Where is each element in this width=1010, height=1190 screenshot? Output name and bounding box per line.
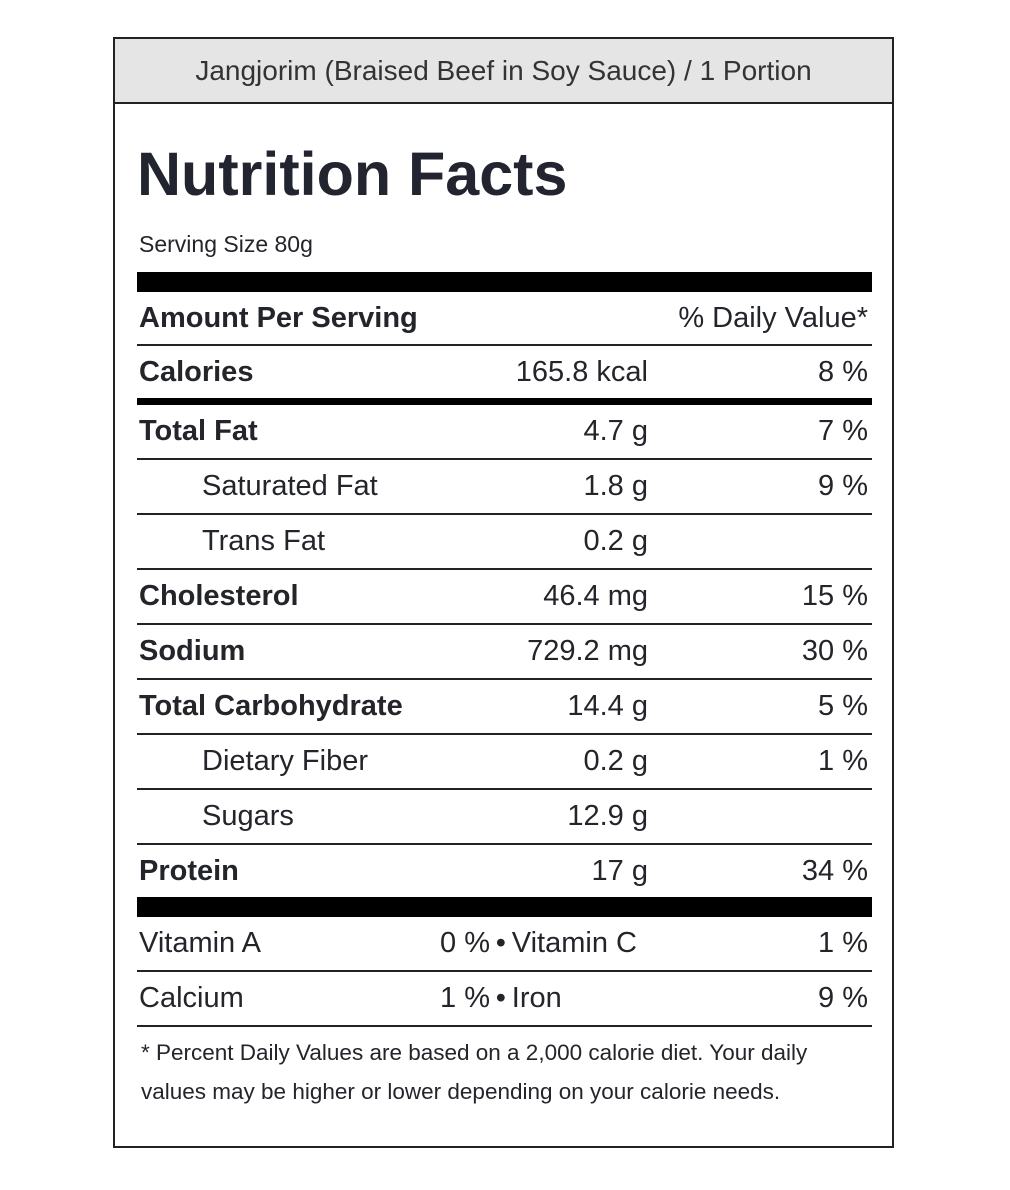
nutrient-row: Total Carbohydrate 14.4 g 5 % <box>137 680 872 735</box>
footnote: * Percent Daily Values are based on a 2,… <box>141 1040 808 1104</box>
nutrient-amount: 729.2 mg <box>527 635 648 667</box>
nutrient-amount: 46.4 mg <box>543 580 648 612</box>
vitamin-value: 9 % <box>818 982 868 1014</box>
nutrient-rows: Calories 165.8 kcal 8 % Total Fat 4.7 g 7 % Sa… <box>137 346 872 917</box>
nutrient-dv: 1 % <box>818 745 868 777</box>
amount-header: Amount Per Serving <box>139 302 418 334</box>
vitamin-value: 1 % <box>440 982 490 1014</box>
nutrient-row: Calories 165.8 kcal 8 % <box>137 346 872 398</box>
nutrient-row: Sodium 729.2 mg 30 % <box>137 625 872 680</box>
nutrient-amount: 0.2 g <box>583 525 649 557</box>
nutrient-dv: 30 % <box>801 635 868 667</box>
vitamin-value: 0 % <box>440 927 490 959</box>
nutrient-row: Dietary Fiber 0.2 g 1 % <box>137 735 872 790</box>
nutrient-dv: 9 % <box>818 470 868 502</box>
nutrient-amount: 17 g <box>591 855 648 887</box>
nutrient-amount: 4.7 g <box>583 415 649 447</box>
vitamin-name: Calcium <box>139 982 244 1014</box>
nutrient-amount: 1.8 g <box>583 470 649 502</box>
vitamin-name: Iron <box>490 972 648 1025</box>
nutrient-row: Total Fat 4.7 g 7 % <box>137 405 872 460</box>
label-body: Nutrition Facts Serving Size 80g Amount … <box>115 139 892 1111</box>
heading: Nutrition Facts <box>137 140 568 208</box>
divider <box>137 398 872 405</box>
nutrient-row: Trans Fat 0.2 g <box>137 515 872 570</box>
nutrient-amount: 14.4 g <box>567 690 648 722</box>
nutrition-label: Jangjorim (Braised Beef in Soy Sauce) / … <box>113 37 894 1148</box>
nutrient-name: Dietary Fiber <box>202 745 368 777</box>
nutrient-dv: 34 % <box>801 855 868 887</box>
nutrient-name: Calories <box>139 356 254 388</box>
nutrient-dv-empty <box>648 515 872 568</box>
nutrient-name: Total Carbohydrate <box>139 690 403 722</box>
vitamin-row: Vitamin A 0 %Vitamin C 1 % <box>137 917 872 972</box>
nutrient-row: Cholesterol 46.4 mg 15 % <box>137 570 872 625</box>
nutrient-name: Total Fat <box>139 415 258 447</box>
vitamin-name: Vitamin A <box>139 927 261 959</box>
divider <box>137 272 872 292</box>
header-row: Amount Per Serving % Daily Value* <box>137 292 872 346</box>
nutrient-dv: 5 % <box>818 690 868 722</box>
nutrient-dv: 15 % <box>801 580 868 612</box>
dv-header: % Daily Value* <box>678 302 868 334</box>
nutrient-name: Sodium <box>139 635 246 667</box>
vitamin-value: 1 % <box>818 927 868 959</box>
nutrient-dv: 8 % <box>818 356 868 388</box>
nutrient-row: Protein 17 g 34 % <box>137 845 872 897</box>
vitamin-name: Vitamin C <box>490 917 648 970</box>
nutrient-row: Sugars 12.9 g <box>137 790 872 845</box>
nutrient-row: Saturated Fat 1.8 g 9 % <box>137 460 872 515</box>
nutrient-name: Trans Fat <box>202 525 326 557</box>
nutrient-name: Cholesterol <box>139 580 299 612</box>
nutrient-dv-empty <box>648 790 872 843</box>
nutrient-name: Protein <box>139 855 239 887</box>
nutrient-amount: 0.2 g <box>583 745 649 777</box>
nutrient-dv: 7 % <box>818 415 868 447</box>
vitamin-row: Calcium 1 %Iron 9 % <box>137 972 872 1027</box>
nutrient-amount: 12.9 g <box>567 800 648 832</box>
nutrient-name: Sugars <box>202 800 294 832</box>
nutrient-amount: 165.8 kcal <box>515 356 648 388</box>
nutrient-name: Saturated Fat <box>202 470 378 502</box>
serving-size: Serving Size 80g <box>139 231 313 257</box>
label-title: Jangjorim (Braised Beef in Soy Sauce) / … <box>115 39 892 104</box>
divider <box>137 897 872 917</box>
